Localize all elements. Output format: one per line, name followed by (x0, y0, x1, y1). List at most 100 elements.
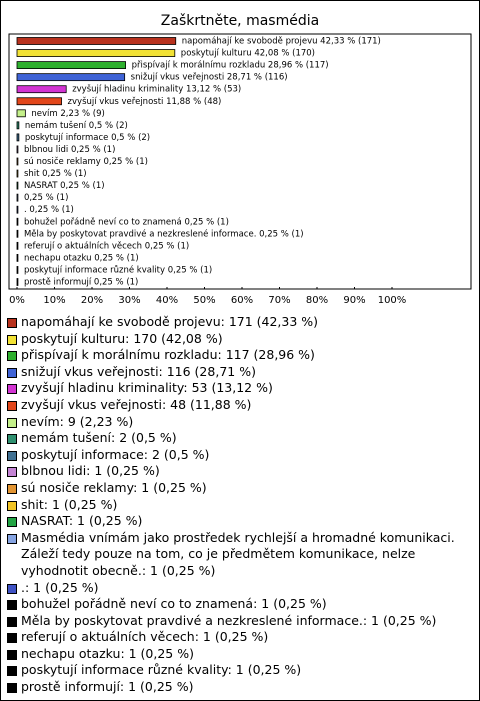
legend-item: poskytují informace: 2 (0,5 %) (7, 447, 473, 464)
legend-item: poskytují informace různé kvality: 1 (0,… (7, 662, 473, 679)
legend-item: sú nosiče reklamy: 1 (0,25 %) (7, 480, 473, 497)
bar-label: přispívají k morálnímu rozkladu 28,96 % … (132, 61, 329, 71)
legend-label: poskytují kulturu: 170 (42,08 %) (21, 330, 223, 346)
legend-label: Masmédia vnímám jako prostředek rychlejš… (21, 529, 455, 578)
x-tick-label: 60% (231, 295, 253, 306)
x-tick-label: 40% (156, 295, 178, 306)
bar-label: zvyšují hladinu kriminality 13,12 % (53) (72, 84, 241, 95)
x-tick-label: 10% (43, 295, 65, 306)
x-tick-label: 20% (81, 295, 103, 306)
legend-label: zvyšují vkus veřejnosti: 48 (11,88 %) (21, 396, 252, 412)
legend-label: poskytují informace různé kvality: 1 (0,… (21, 662, 302, 678)
legend-swatch (7, 318, 17, 328)
legend-label: poskytují informace: 2 (0,5 %) (21, 446, 210, 462)
bar (16, 241, 19, 250)
bar (16, 205, 19, 214)
legend-label: napomáhají ke svobodě projevu: 171 (42,3… (21, 314, 319, 329)
bar-label: NASRAT 0,25 % (1) (24, 181, 105, 191)
bar (16, 181, 19, 190)
legend-item: bohužel pořádně neví co to znamená: 1 (0… (7, 596, 473, 613)
x-tick-label: 70% (268, 295, 290, 306)
legend-swatch (7, 434, 17, 445)
legend-label: sú nosiče reklamy: 1 (0,25 %) (21, 479, 207, 495)
bar-label: sú nosiče reklamy 0,25 % (1) (24, 156, 148, 167)
legend-swatch (7, 351, 17, 362)
bar (16, 37, 177, 45)
x-tick-label: 90% (343, 295, 365, 306)
bar-label: poskytují informace různé kvality 0,25 %… (24, 264, 212, 275)
legend-label: nevím: 9 (2,23 %) (21, 413, 134, 429)
bar-label: referují o aktuálních věcech 0,25 % (1) (24, 241, 189, 251)
legend-label: nemám tušení: 2 (0,5 %) (21, 430, 177, 446)
legend-item: poskytují kulturu: 170 (42,08 %) (7, 331, 473, 348)
bar (16, 229, 19, 238)
legend-swatch (7, 683, 17, 694)
legend-label: zvyšují hladinu kriminality: 53 (13,12 %… (21, 380, 273, 396)
legend-item: přispívají k morálnímu rozkladu: 117 (28… (7, 347, 473, 364)
legend-swatch (7, 483, 17, 494)
bar (16, 61, 126, 69)
legend-item: referují o aktuálních věcech: 1 (0,25 %) (7, 629, 473, 646)
legend-swatch (7, 367, 17, 378)
bar-label: bohužel pořádně neví co to znamená 0,25 … (24, 217, 229, 227)
legend-label: přispívají k morálnímu rozkladu: 117 (28… (21, 347, 315, 363)
bar-label: poskytují informace 0,5 % (2) (25, 133, 150, 143)
bar-label: . 0,25 % (1) (24, 205, 74, 215)
bar (16, 73, 126, 82)
bar-label: zvyšují vkus veřejnosti 11,88 % (48) (68, 96, 222, 107)
legend-swatch (7, 500, 17, 511)
legend-label: Měla by poskytovat pravdivé a nezkreslen… (21, 612, 437, 628)
bar-label: napomáhají ke svobodě projevu 42,33 % (1… (182, 37, 381, 47)
bar (16, 253, 19, 262)
bar (16, 145, 19, 154)
bar-label: poskytují kulturu 42,08 % (170) (181, 49, 315, 59)
bar-label: 0,25 % (1) (24, 193, 68, 203)
legend-label: shit: 1 (0,25 %) (21, 496, 118, 512)
legend-swatch (7, 600, 17, 611)
legend-item: blbnou lidi: 1 (0,25 %) (7, 463, 473, 480)
legend-item: zvyšují vkus veřejnosti: 48 (11,88 %) (7, 397, 473, 414)
bar (16, 157, 19, 166)
bar-label: prostě informují 0,25 % (1) (24, 278, 138, 288)
legend-label: .: 1 (0,25 %) (21, 579, 99, 595)
x-tick-label: 0% (9, 295, 25, 306)
legend-item: nechapu otazku: 1 (0,25 %) (7, 646, 473, 663)
legend-swatch (7, 583, 17, 594)
legend-swatch (7, 517, 17, 528)
bar (16, 217, 19, 226)
chart: Zaškrtněte, masmédia 0% 10% 20% 30% 40% 50% 60… (8, 13, 472, 306)
legend-swatch (7, 417, 17, 428)
legend-swatch (7, 616, 17, 627)
x-tick-label: 80% (306, 295, 328, 306)
bar (16, 133, 20, 142)
legend-item: nemám tušení: 2 (0,5 %) (7, 430, 473, 447)
plot-frame (8, 33, 472, 290)
bar-label: blbnou lidi 0,25 % (1) (24, 145, 115, 155)
legend-label: snižují vkus veřejnosti: 116 (28,71 %) (21, 363, 256, 379)
legend-swatch (7, 467, 17, 478)
legend-swatch (7, 649, 17, 660)
legend-item: prostě informují: 1 (0,25 %) (7, 679, 473, 696)
bar-label: nemám tušení 0,5 % (2) (25, 120, 128, 131)
bar-label: Měla by poskytovat pravdivé a nezkreslen… (24, 228, 304, 239)
bar (16, 49, 176, 57)
bar (16, 169, 19, 178)
legend-swatch (7, 334, 17, 345)
legend-label: bohužel pořádně neví co to znamená: 1 (0… (21, 596, 327, 612)
legend-item: snižují vkus veřejnosti: 116 (28,71 %) (7, 364, 473, 381)
bar (16, 121, 20, 130)
chart-title: Zaškrtněte, masmédia (161, 13, 319, 29)
bar (16, 109, 26, 118)
legend-swatch (7, 384, 17, 395)
x-tick-label: 30% (118, 295, 140, 306)
bar (16, 85, 67, 94)
legend-swatch (7, 533, 17, 544)
bar-label: snižují vkus veřejnosti 28,71 % (116) (131, 73, 288, 83)
legend-item: Masmédia vnímám jako prostředek rychlejš… (7, 530, 473, 580)
legend-label: blbnou lidi: 1 (0,25 %) (21, 463, 160, 479)
legend-label: NASRAT: 1 (0,25 %) (21, 513, 143, 529)
legend-label: prostě informují: 1 (0,25 %) (21, 679, 194, 695)
legend-item: shit: 1 (0,25 %) (7, 497, 473, 514)
legend-item: napomáhají ke svobodě projevu: 171 (42,3… (7, 314, 473, 331)
